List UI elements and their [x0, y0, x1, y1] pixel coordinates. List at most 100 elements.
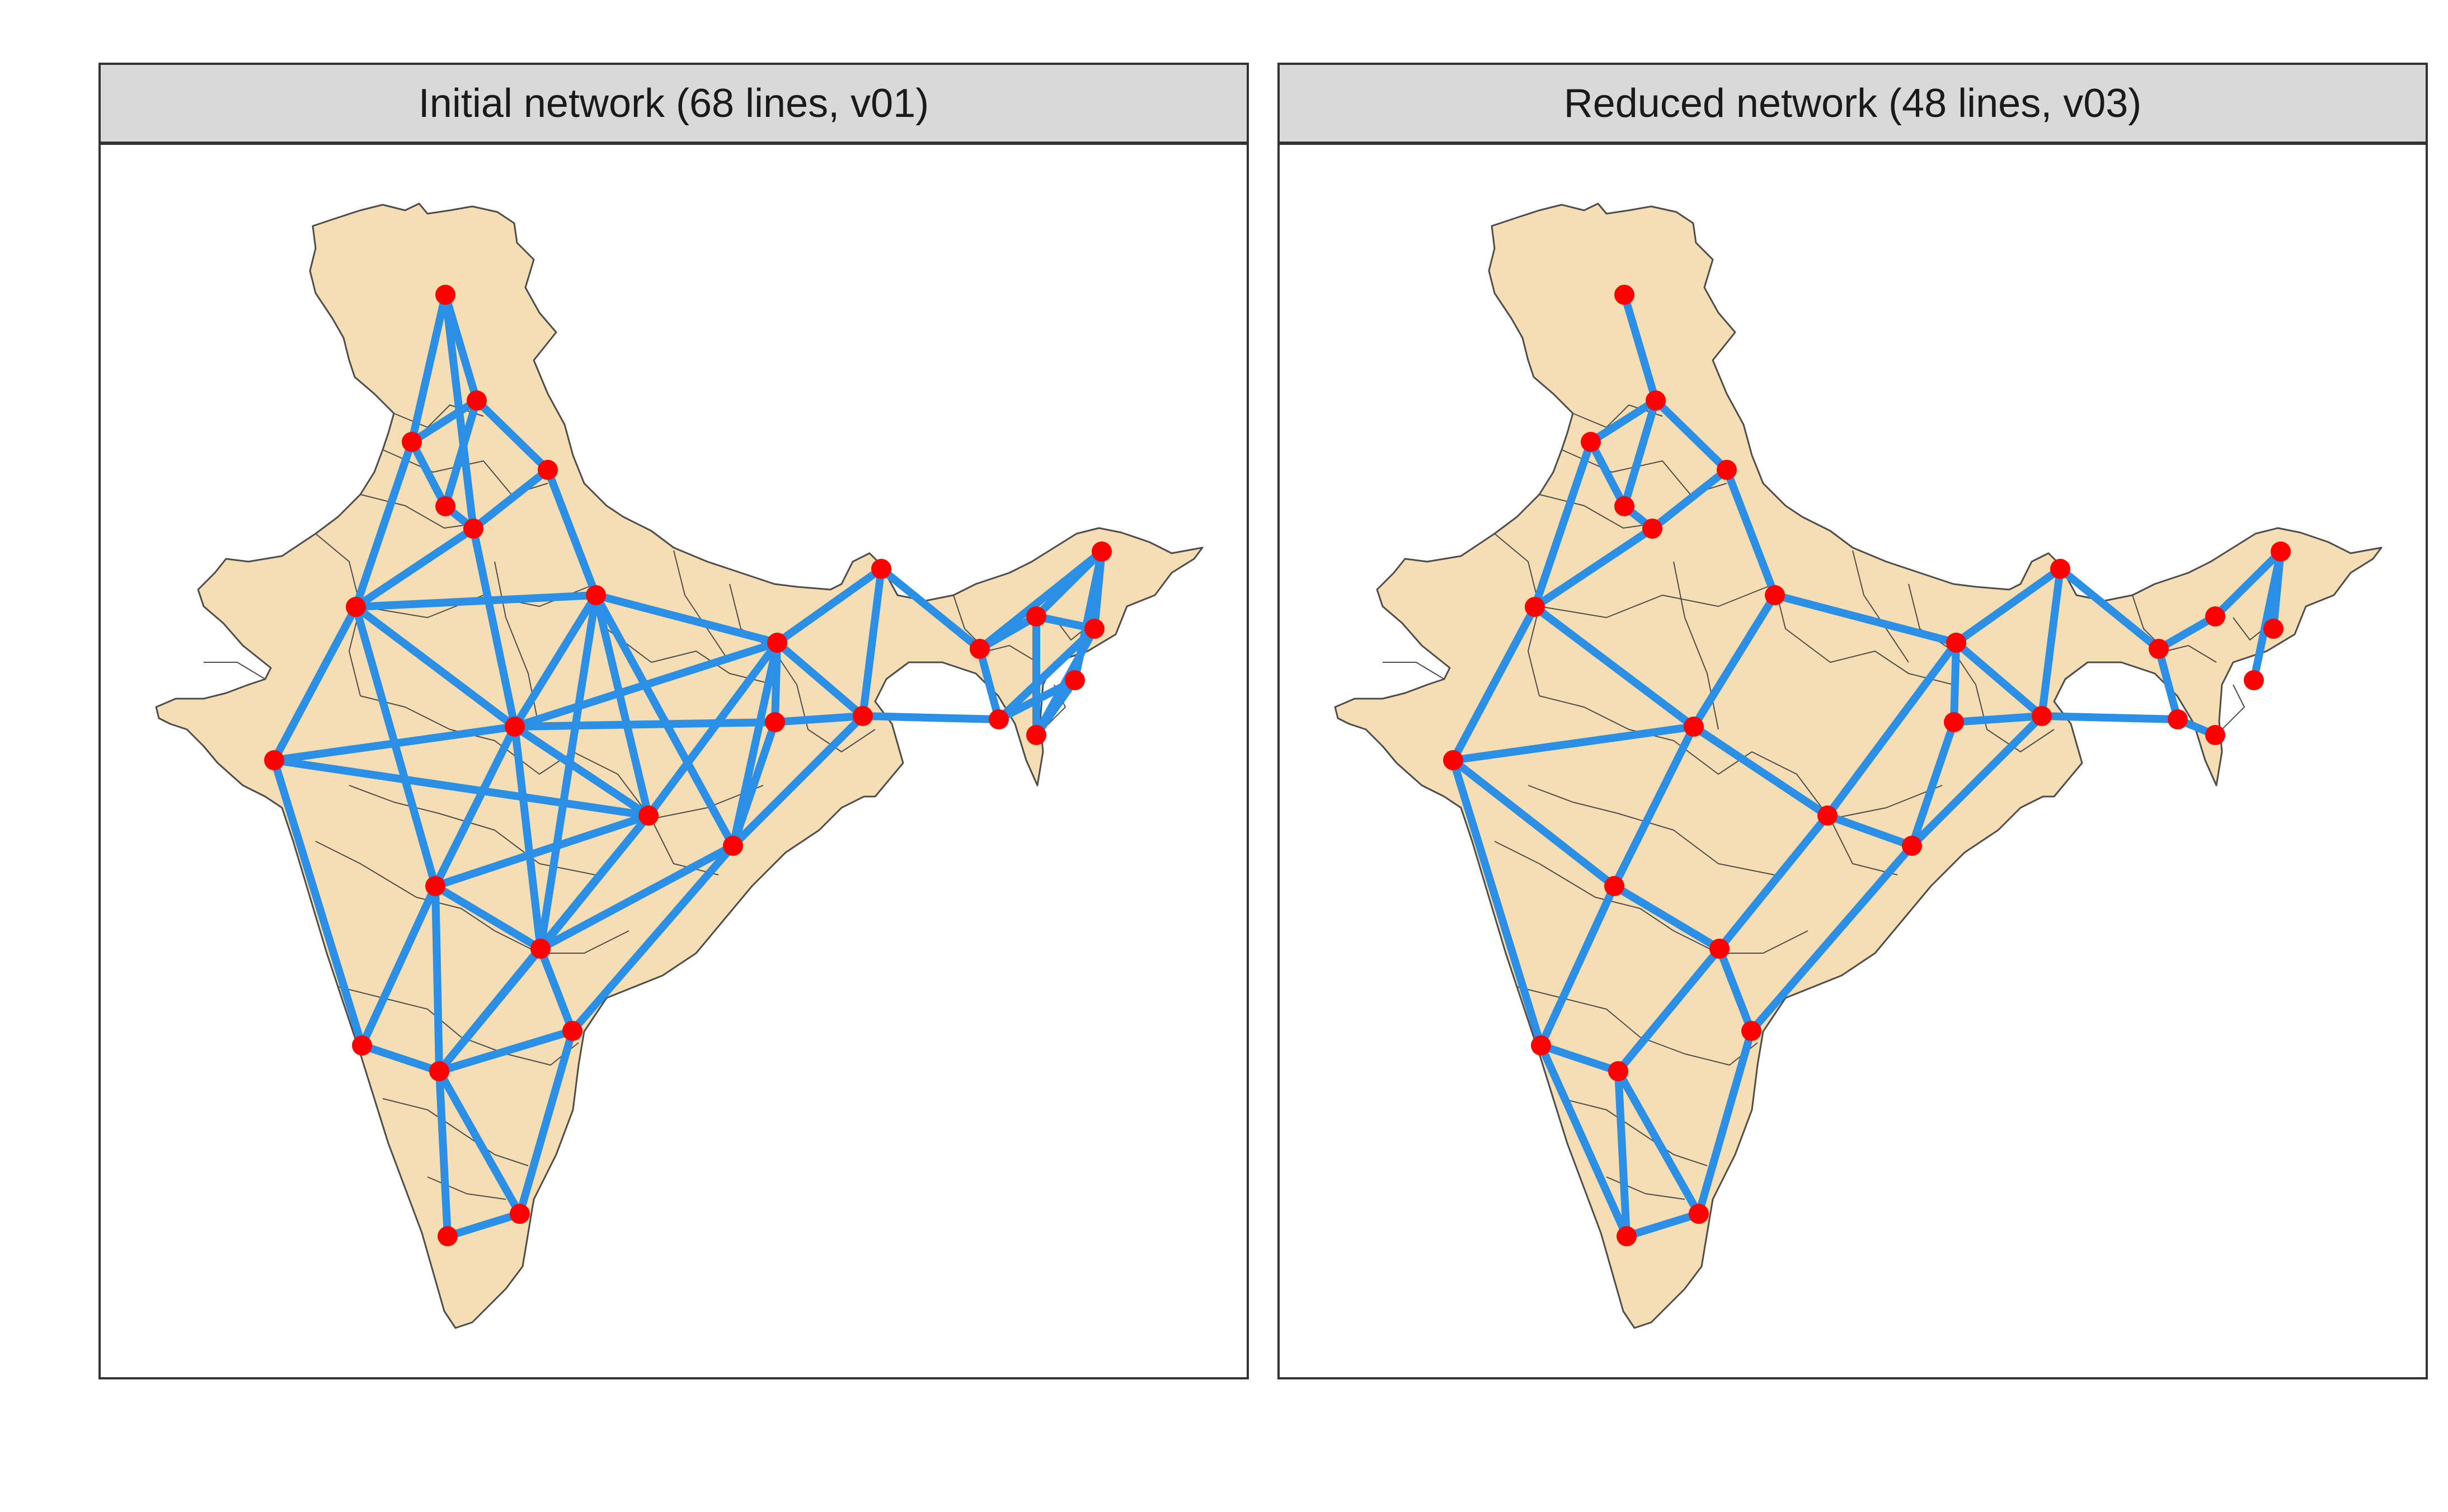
transmission-line: [441, 397, 481, 510]
transmission-line: [1950, 639, 1960, 726]
state-border: [673, 550, 730, 663]
transmission-line: [408, 397, 481, 446]
transmission-line: [352, 603, 519, 731]
network-node: [538, 460, 558, 480]
state-border: [1561, 1098, 1708, 1166]
transmission-line: [568, 842, 737, 1035]
transmission-line: [1623, 1210, 1703, 1240]
network-node: [1531, 1035, 1551, 1056]
state-border: [315, 841, 495, 931]
country-outline: [155, 202, 1204, 1329]
network-node: [435, 285, 455, 305]
network-node: [264, 750, 284, 770]
state-border: [382, 1098, 529, 1166]
network-node: [2032, 706, 2052, 726]
transmission-line: [435, 1067, 524, 1218]
network-node: [435, 496, 455, 516]
transmission-line: [352, 525, 477, 611]
transmission-line: [408, 291, 449, 446]
transmission-line: [537, 842, 737, 953]
transmission-line: [1610, 723, 1698, 890]
state-border: [1986, 729, 2055, 752]
transmission-line: [773, 639, 867, 720]
network-node: [1065, 670, 1085, 690]
network-node: [853, 706, 873, 726]
transmission-line: [2250, 548, 2285, 684]
transmission-line: [877, 565, 984, 653]
network-node: [1026, 725, 1046, 745]
panel-initial-network: Initial network (68 lines, v01): [98, 63, 1249, 1379]
transmission-line: [358, 1042, 443, 1075]
transmission-line: [1952, 565, 2064, 647]
network-node: [438, 1226, 458, 1246]
facet-title: Initial network (68 lines, v01): [418, 81, 929, 126]
network-node: [1717, 460, 1737, 480]
transmission-line: [408, 438, 449, 510]
state-border: [427, 1176, 506, 1200]
network-node: [1608, 1061, 1628, 1081]
transmission-line: [270, 603, 360, 764]
facet-title: Reduced network (48 lines, v03): [1563, 81, 2142, 126]
network-node: [352, 1035, 372, 1056]
transmission-line: [435, 1067, 452, 1240]
network-node: [530, 939, 551, 959]
transmission-line: [1537, 1042, 1631, 1240]
network-node: [767, 633, 787, 653]
transmission-line: [537, 945, 576, 1035]
transmission-line: [544, 466, 600, 599]
transmission-line: [1690, 723, 1831, 819]
transmission-line: [511, 591, 600, 731]
transmission-line: [645, 639, 781, 819]
transmission-line: [1950, 712, 2046, 726]
country-outline: [1334, 202, 2383, 1329]
state-border: [1494, 841, 1674, 931]
network-node: [1946, 633, 1966, 653]
transmission-line: [431, 882, 544, 953]
network-node: [1092, 541, 1112, 562]
network-node: [467, 390, 487, 411]
state-border: [1606, 1176, 1685, 1200]
transmission-line: [516, 1027, 576, 1218]
transmission-line: [1537, 882, 1618, 1049]
network-node: [765, 712, 785, 732]
transmission-line: [1531, 525, 1656, 611]
state-border: [1516, 986, 1685, 1054]
network-node: [402, 432, 422, 452]
network-node: [723, 836, 743, 856]
network-node: [1525, 597, 1545, 617]
transmission-line: [1716, 945, 1755, 1035]
transmission-line: [2038, 712, 2182, 723]
network-node: [429, 1061, 449, 1081]
network-node: [1614, 496, 1634, 516]
facet-strip: Initial network (68 lines, v01): [101, 65, 1247, 145]
network-node: [1902, 836, 1922, 856]
network-node: [562, 1021, 582, 1041]
panel-reduced-network: Reduced network (48 lines, v03): [1277, 63, 2428, 1379]
transmission-line: [729, 712, 867, 850]
state-border: [807, 729, 876, 752]
transmission-line: [1614, 1067, 1703, 1218]
network-node: [871, 559, 891, 579]
transmission-line: [1614, 1067, 1631, 1240]
transmission-line: [511, 718, 779, 731]
transmission-line: [1952, 639, 2046, 720]
transmission-line: [2056, 565, 2163, 653]
facet-strip: Reduced network (48 lines, v03): [1280, 65, 2426, 145]
transmission-line: [435, 945, 544, 1075]
transmission-line: [1610, 882, 1723, 953]
transmission-line: [1824, 639, 1960, 819]
transmission-line: [537, 591, 600, 953]
network-node: [1646, 390, 1666, 411]
transmission-line: [431, 882, 443, 1075]
state-border: [1673, 930, 1808, 954]
network-node: [586, 585, 606, 605]
transmission-line: [1771, 591, 1960, 647]
network-node: [2244, 670, 2264, 690]
transmission-line: [1449, 756, 1618, 890]
state-border: [337, 986, 506, 1054]
state-border: [204, 662, 266, 680]
transmission-line: [473, 397, 552, 474]
network-node: [510, 1204, 530, 1224]
transmission-line: [1824, 812, 1916, 850]
transmission-line: [352, 591, 600, 611]
